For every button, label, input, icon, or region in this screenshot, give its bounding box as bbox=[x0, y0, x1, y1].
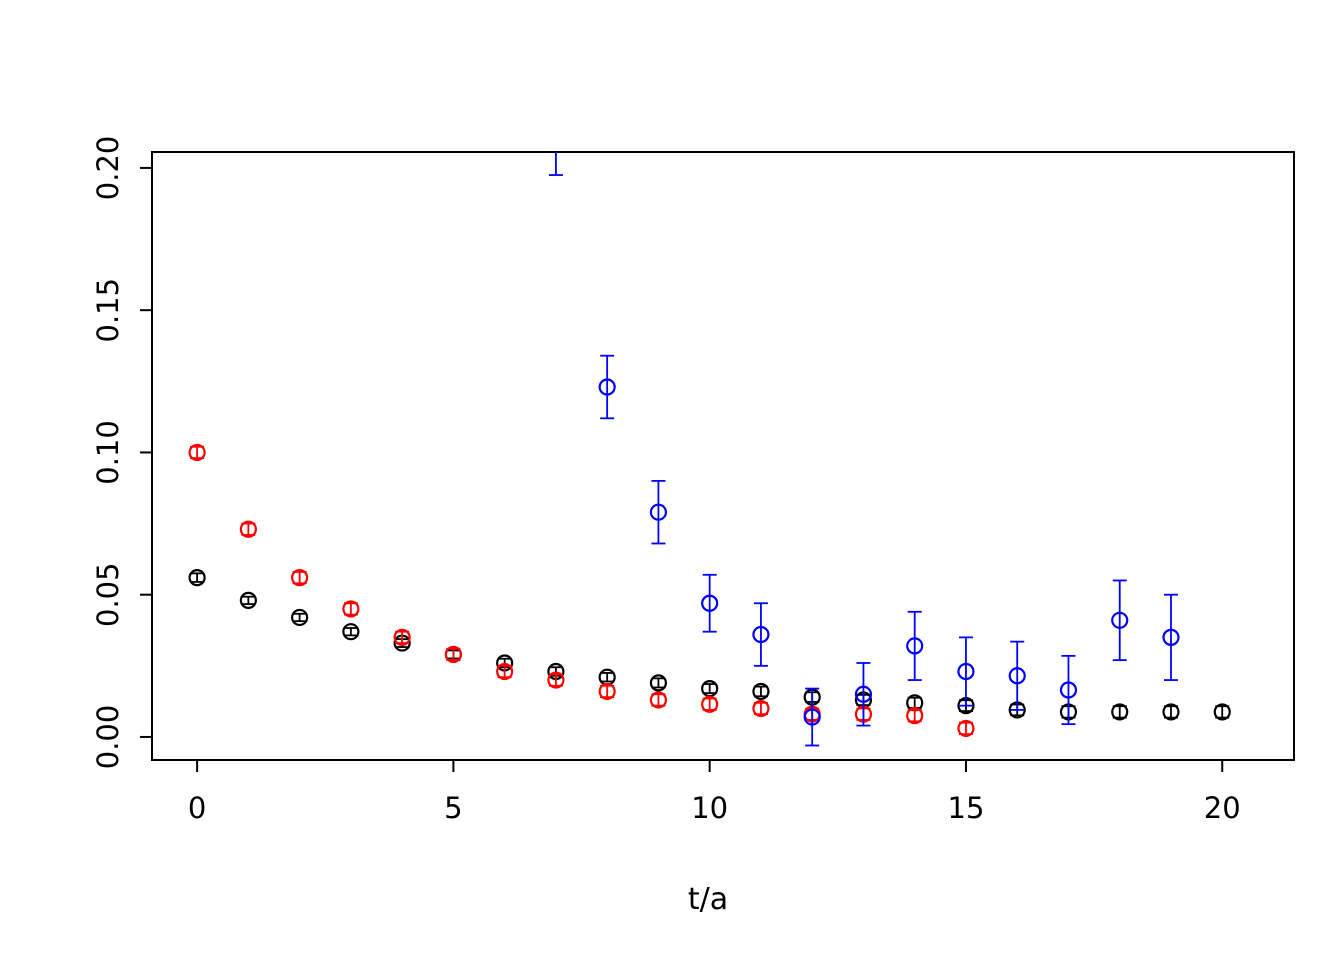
x-tick-label: 0 bbox=[188, 791, 206, 825]
data-point bbox=[957, 662, 975, 681]
x-tick-label: 10 bbox=[691, 791, 728, 825]
data-point bbox=[496, 662, 514, 681]
data-point bbox=[548, 132, 563, 147]
x-tick-label: 15 bbox=[948, 791, 985, 825]
data-point bbox=[598, 378, 616, 396]
data-point bbox=[752, 682, 770, 701]
y-tick-label: 0.00 bbox=[91, 705, 125, 770]
data-point bbox=[649, 674, 668, 692]
y-tick-label: 0.15 bbox=[91, 278, 125, 343]
data-point bbox=[1111, 703, 1129, 721]
data-point bbox=[188, 443, 206, 462]
data-point bbox=[906, 637, 924, 655]
data-point bbox=[342, 600, 360, 618]
data-point bbox=[1162, 703, 1180, 721]
data-point bbox=[701, 695, 719, 713]
data-point bbox=[1059, 681, 1078, 699]
data-point bbox=[444, 645, 462, 664]
data-point bbox=[906, 707, 924, 725]
data-point bbox=[239, 591, 257, 609]
data-point bbox=[1008, 667, 1026, 685]
data-point bbox=[239, 520, 257, 538]
data-point bbox=[649, 691, 668, 709]
x-axis-label: t/a bbox=[687, 882, 729, 917]
series-blue-effective-mass bbox=[548, 132, 1180, 747]
data-point bbox=[291, 608, 309, 627]
data-point bbox=[291, 569, 309, 587]
data-point bbox=[649, 503, 668, 521]
y-tick-label: 0.20 bbox=[91, 136, 125, 201]
data-point bbox=[598, 682, 616, 701]
y-tick-label: 0.05 bbox=[91, 562, 125, 627]
data-point bbox=[957, 719, 975, 738]
data-point bbox=[752, 625, 770, 644]
data-point bbox=[342, 623, 360, 641]
plot-box bbox=[151, 151, 1295, 761]
data-point bbox=[803, 708, 821, 726]
data-point bbox=[854, 685, 873, 703]
data-point bbox=[547, 671, 565, 689]
data-point bbox=[752, 699, 770, 718]
data-point bbox=[701, 594, 719, 612]
series-black-effective-mass bbox=[188, 569, 1231, 721]
x-tick-label: 20 bbox=[1204, 791, 1241, 825]
data-point bbox=[393, 628, 411, 646]
data-point bbox=[1162, 628, 1180, 646]
data-point bbox=[1213, 703, 1231, 721]
y-tick-label: 0.10 bbox=[91, 420, 125, 485]
x-tick-label: 5 bbox=[444, 791, 462, 825]
data-point bbox=[1111, 611, 1129, 629]
data-point bbox=[188, 569, 206, 587]
